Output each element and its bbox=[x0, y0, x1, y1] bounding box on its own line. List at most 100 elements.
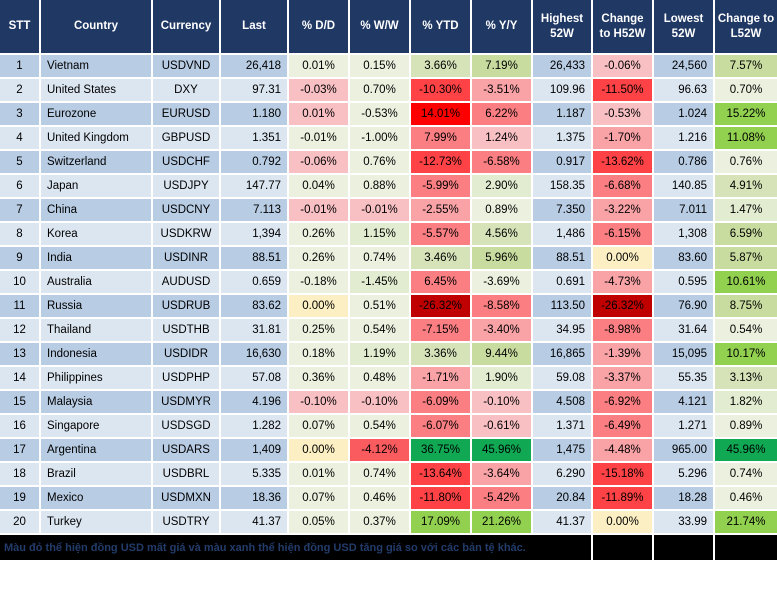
cell-change-to-h52w: -4.73% bbox=[592, 270, 654, 295]
cell-currency: USDMXN bbox=[152, 486, 221, 511]
table-row: 13 Indonesia USDIDR 16,630 0.18% 1.19% 3.36% 9.… bbox=[0, 342, 777, 367]
cell-pct-ytd: 6.45% bbox=[410, 270, 472, 295]
cell-pct-yy: -6.58% bbox=[471, 150, 533, 175]
cell-currency: USDJPY bbox=[152, 174, 221, 199]
table-row: 11 Russia USDRUB 83.62 0.00% 0.51% -26.32% -8.5… bbox=[0, 294, 777, 319]
cell-pct-ww: 0.76% bbox=[349, 150, 411, 175]
cell-lowest-52w: 5.296 bbox=[653, 462, 715, 487]
cell-pct-ytd: -7.15% bbox=[410, 318, 472, 343]
cell-currency: USDMYR bbox=[152, 390, 221, 415]
cell-pct-ytd: -1.71% bbox=[410, 366, 472, 391]
cell-country: India bbox=[40, 246, 153, 271]
cell-change-to-h52w: 0.00% bbox=[592, 246, 654, 271]
cell-stt: 4 bbox=[0, 126, 41, 151]
cell-change-to-h52w: -0.53% bbox=[592, 102, 654, 127]
header-stt: STT bbox=[0, 0, 41, 55]
cell-change-to-h52w: -15.18% bbox=[592, 462, 654, 487]
cell-pct-yy: 45.96% bbox=[471, 438, 533, 463]
cell-change-to-h52w: -3.37% bbox=[592, 366, 654, 391]
table-row: 15 Malaysia USDMYR 4.196 -0.10% -0.10% -6.09% -… bbox=[0, 390, 777, 415]
header-pct-dd: % D/D bbox=[288, 0, 350, 55]
cell-last: 88.51 bbox=[220, 246, 289, 271]
table-row: 20 Turkey USDTRY 41.37 0.05% 0.37% 17.09% 21.26… bbox=[0, 510, 777, 535]
cell-pct-dd: 0.05% bbox=[288, 510, 350, 535]
cell-change-to-l52w: 10.61% bbox=[714, 270, 777, 295]
cell-pct-yy: 4.56% bbox=[471, 222, 533, 247]
cell-highest-52w: 0.691 bbox=[532, 270, 593, 295]
cell-country: Japan bbox=[40, 174, 153, 199]
cell-stt: 17 bbox=[0, 438, 41, 463]
cell-pct-ytd: 36.75% bbox=[410, 438, 472, 463]
cell-highest-52w: 20.84 bbox=[532, 486, 593, 511]
cell-last: 5.335 bbox=[220, 462, 289, 487]
cell-pct-ww: 0.88% bbox=[349, 174, 411, 199]
cell-currency: USDVND bbox=[152, 54, 221, 79]
cell-lowest-52w: 140.85 bbox=[653, 174, 715, 199]
cell-pct-ytd: 3.66% bbox=[410, 54, 472, 79]
cell-pct-yy: -3.51% bbox=[471, 78, 533, 103]
cell-lowest-52w: 0.595 bbox=[653, 270, 715, 295]
cell-stt: 11 bbox=[0, 294, 41, 319]
cell-last: 1.282 bbox=[220, 414, 289, 439]
cell-pct-dd: -0.06% bbox=[288, 150, 350, 175]
cell-last: 31.81 bbox=[220, 318, 289, 343]
table-footer: Màu đỏ thể hiện đồng USD mất giá và màu … bbox=[0, 534, 777, 560]
cell-country: Vietnam bbox=[40, 54, 153, 79]
cell-pct-dd: 0.01% bbox=[288, 462, 350, 487]
table-row: 2 United States DXY 97.31 -0.03% 0.70% -10.30%… bbox=[0, 78, 777, 103]
cell-pct-dd: 0.26% bbox=[288, 222, 350, 247]
cell-last: 1.351 bbox=[220, 126, 289, 151]
cell-change-to-h52w: -6.15% bbox=[592, 222, 654, 247]
cell-country: Argentina bbox=[40, 438, 153, 463]
cell-pct-ww: -4.12% bbox=[349, 438, 411, 463]
cell-stt: 14 bbox=[0, 366, 41, 391]
cell-highest-52w: 109.96 bbox=[532, 78, 593, 103]
cell-last: 1,409 bbox=[220, 438, 289, 463]
cell-change-to-l52w: 8.75% bbox=[714, 294, 777, 319]
cell-pct-yy: 21.26% bbox=[471, 510, 533, 535]
cell-highest-52w: 88.51 bbox=[532, 246, 593, 271]
header-country: Country bbox=[40, 0, 153, 55]
header-pct-ytd: % YTD bbox=[410, 0, 472, 55]
cell-lowest-52w: 31.64 bbox=[653, 318, 715, 343]
cell-highest-52w: 7.350 bbox=[532, 198, 593, 223]
cell-change-to-h52w: -6.49% bbox=[592, 414, 654, 439]
cell-highest-52w: 1.187 bbox=[532, 102, 593, 127]
table-row: 7 China USDCNY 7.113 -0.01% -0.01% -2.55% 0.89%… bbox=[0, 198, 777, 223]
cell-last: 97.31 bbox=[220, 78, 289, 103]
cell-country: Thailand bbox=[40, 318, 153, 343]
cell-pct-ytd: -6.07% bbox=[410, 414, 472, 439]
cell-change-to-l52w: 6.59% bbox=[714, 222, 777, 247]
cell-pct-ytd: -5.57% bbox=[410, 222, 472, 247]
cell-lowest-52w: 15,095 bbox=[653, 342, 715, 367]
table-row: 8 Korea USDKRW 1,394 0.26% 1.15% -5.57% 4.56% 1,… bbox=[0, 222, 777, 247]
cell-pct-ytd: 3.46% bbox=[410, 246, 472, 271]
cell-change-to-h52w: -11.50% bbox=[592, 78, 654, 103]
cell-pct-dd: 0.26% bbox=[288, 246, 350, 271]
cell-country: Philippines bbox=[40, 366, 153, 391]
header-pct-ww: % W/W bbox=[349, 0, 411, 55]
cell-pct-ww: 0.54% bbox=[349, 318, 411, 343]
table-row: 16 Singapore USDSGD 1.282 0.07% 0.54% -6.07% -0… bbox=[0, 414, 777, 439]
cell-currency: USDCHF bbox=[152, 150, 221, 175]
cell-change-to-l52w: 21.74% bbox=[714, 510, 777, 535]
cell-change-to-h52w: -4.48% bbox=[592, 438, 654, 463]
cell-country: Korea bbox=[40, 222, 153, 247]
cell-last: 0.792 bbox=[220, 150, 289, 175]
cell-highest-52w: 16,865 bbox=[532, 342, 593, 367]
cell-currency: USDSGD bbox=[152, 414, 221, 439]
cell-pct-yy: -0.10% bbox=[471, 390, 533, 415]
cell-pct-ytd: -13.64% bbox=[410, 462, 472, 487]
header-change-to-h52w: Change to H52W bbox=[592, 0, 654, 55]
table-row: 12 Thailand USDTHB 31.81 0.25% 0.54% -7.15% -3.… bbox=[0, 318, 777, 343]
cell-pct-dd: 0.04% bbox=[288, 174, 350, 199]
cell-pct-ww: 0.15% bbox=[349, 54, 411, 79]
cell-pct-ww: -1.00% bbox=[349, 126, 411, 151]
cell-change-to-l52w: 1.82% bbox=[714, 390, 777, 415]
cell-country: Russia bbox=[40, 294, 153, 319]
cell-last: 1,394 bbox=[220, 222, 289, 247]
cell-stt: 16 bbox=[0, 414, 41, 439]
cell-change-to-h52w: -6.92% bbox=[592, 390, 654, 415]
cell-pct-yy: 1.24% bbox=[471, 126, 533, 151]
cell-pct-yy: -3.64% bbox=[471, 462, 533, 487]
